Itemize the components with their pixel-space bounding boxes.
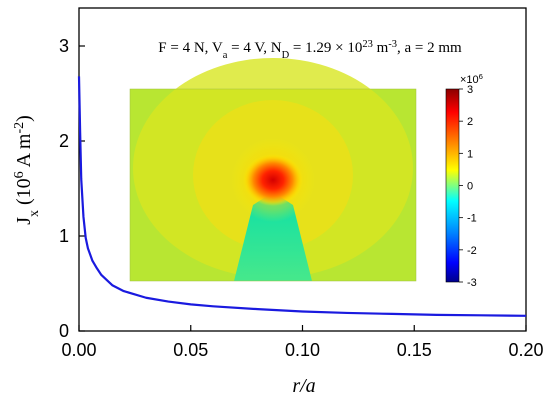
y-tick-label: 2 — [59, 131, 69, 151]
y-axis-ticks: 0 1 2 3 — [59, 36, 85, 341]
svg-text:Jx (106 A m-2): Jx (106 A m-2) — [12, 115, 42, 225]
x-tick-label: 0.00 — [61, 340, 96, 360]
y-tick-label: 1 — [59, 226, 69, 246]
heatmap-hotspot — [243, 154, 303, 206]
y-tick-label: 3 — [59, 36, 69, 56]
x-tick-label: 0.10 — [285, 340, 320, 360]
x-axis-ticks: 0.00 0.05 0.10 0.15 0.20 — [61, 325, 544, 360]
colorbar-multiplier: ×106 — [460, 72, 483, 87]
colorbar-tick-label: 0 — [467, 181, 473, 193]
series-layer — [77, 76, 527, 317]
x-tick-label: 0.20 — [508, 340, 543, 360]
colorbar-tick-label: 2 — [467, 116, 473, 128]
y-tick-label: 0 — [59, 321, 69, 341]
x-tick-label: 0.05 — [173, 340, 208, 360]
colorbar-tick-label: 1 — [467, 148, 473, 160]
colorbar-tick-label: -3 — [467, 277, 477, 289]
x-tick-label: 0.15 — [397, 340, 432, 360]
colorbar-tick-label: -2 — [467, 245, 477, 257]
parameter-annotation: F = 4 N, Va = 4 V, ND = 1.29 × 1023 m-3,… — [158, 39, 462, 61]
y-axis-label: Jx (106 A m-2) — [12, 115, 42, 225]
colorbar-tick-label: 3 — [467, 84, 473, 96]
x-axis-label: r/a — [292, 375, 315, 397]
series-line — [77, 76, 527, 317]
colorbar-tick-label: -1 — [467, 213, 477, 225]
inset-heatmap — [129, 58, 417, 282]
colorbar: 3 2 1 0 -1 -2 -3 ×106 — [445, 72, 483, 289]
